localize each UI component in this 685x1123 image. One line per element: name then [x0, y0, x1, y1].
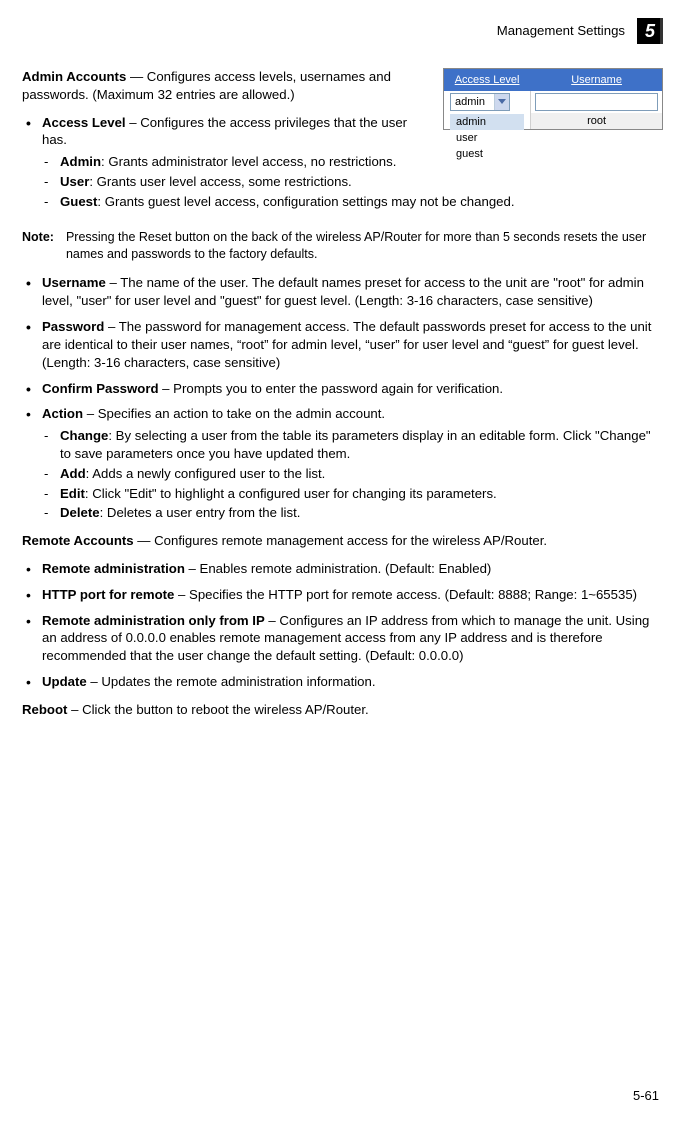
list-item: Username – The name of the user. The def…: [22, 274, 663, 310]
page-header: Management Settings 5: [22, 18, 663, 44]
page-number: 5-61: [633, 1087, 659, 1105]
list-item: Confirm Password – Prompts you to enter …: [22, 380, 663, 398]
list-item: Access Level – Configures the access pri…: [22, 114, 663, 211]
remote-accounts-intro: Remote Accounts — Configures remote mana…: [22, 532, 663, 550]
list-item: Password – The password for management a…: [22, 318, 663, 371]
reboot-para: Reboot – Click the button to reboot the …: [22, 701, 663, 719]
list-item: Edit: Click "Edit" to highlight a config…: [42, 485, 663, 503]
list-item: HTTP port for remote – Specifies the HTT…: [22, 586, 663, 604]
list-item: Add: Adds a newly configured user to the…: [42, 465, 663, 483]
list-item: Remote administration – Enables remote a…: [22, 560, 663, 578]
list-item: Remote administration only from IP – Con…: [22, 612, 663, 665]
chapter-number-badge: 5: [637, 18, 663, 44]
section-title: Management Settings: [497, 22, 625, 40]
col-header-access-level[interactable]: Access Level: [444, 69, 531, 91]
username-input-cell: [531, 91, 662, 113]
list-item: Admin: Grants administrator level access…: [42, 153, 663, 171]
list-item: Guest: Grants guest level access, config…: [42, 193, 663, 211]
dropdown-selected: admin: [455, 95, 485, 110]
access-level-dropdown[interactable]: admin: [450, 93, 510, 111]
note-block: Note: Pressing the Reset button on the b…: [22, 229, 663, 263]
access-level-cell: admin: [444, 91, 531, 113]
chevron-down-icon[interactable]: [494, 94, 509, 110]
list-item: User: Grants user level access, some res…: [42, 173, 663, 191]
list-item: Action – Specifies an action to take on …: [22, 405, 663, 522]
col-header-username[interactable]: Username: [531, 69, 662, 91]
note-label: Note:: [22, 229, 54, 263]
username-input[interactable]: [535, 93, 658, 111]
list-item: Update – Updates the remote administrati…: [22, 673, 663, 691]
list-item: Delete: Deletes a user entry from the li…: [42, 504, 663, 522]
list-item: Change: By selecting a user from the tab…: [42, 427, 663, 463]
admin-accounts-label: Admin Accounts: [22, 69, 126, 84]
note-text: Pressing the Reset button on the back of…: [66, 229, 663, 263]
